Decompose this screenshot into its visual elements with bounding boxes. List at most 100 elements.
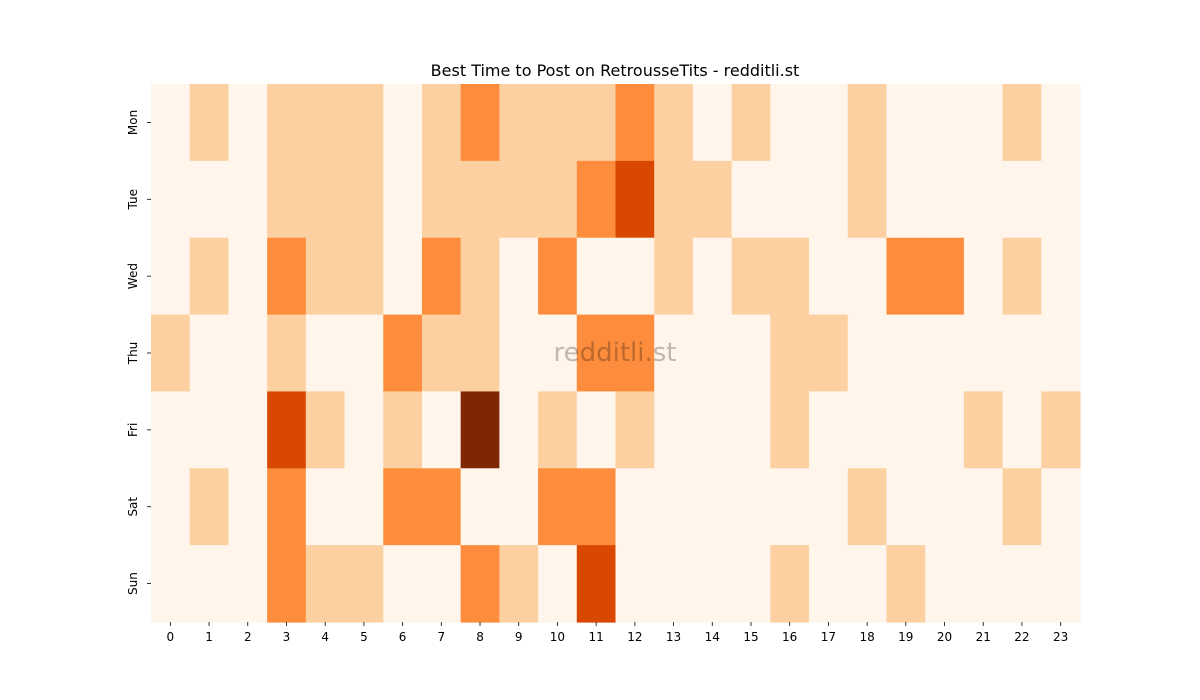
heatmap-cell-wed-2 — [228, 237, 268, 316]
heatmap-cell-mon-5 — [344, 84, 384, 162]
x-tick-label-20: 20 — [937, 630, 952, 644]
heatmap-cell-mon-3 — [267, 84, 307, 162]
x-tick-label-0: 0 — [167, 630, 175, 644]
heatmap-cell-tue-22 — [1002, 160, 1042, 239]
x-tick-label-2: 2 — [244, 630, 252, 644]
heatmap-cell-sat-4 — [305, 468, 346, 546]
y-tick-label-wed: Wed — [126, 263, 140, 289]
x-tick-label-7: 7 — [437, 630, 445, 644]
x-tick-label-15: 15 — [743, 630, 758, 644]
heatmap-cell-mon-18 — [847, 84, 888, 162]
heatmap-cell-fri-22 — [1002, 391, 1042, 469]
heatmap-cell-tue-7 — [421, 160, 462, 239]
heatmap-cell-wed-16 — [770, 237, 810, 316]
heatmap-cell-sat-23 — [1041, 468, 1081, 546]
heatmap-cell-thu-5 — [344, 314, 384, 393]
heatmap-cell-thu-14 — [692, 314, 733, 393]
heatmap-cell-sun-14 — [692, 545, 733, 623]
heatmap-cell-tue-0 — [151, 160, 191, 239]
heatmap-cell-sun-5 — [344, 545, 384, 623]
heatmap-cell-thu-13 — [654, 314, 694, 393]
heatmap-cell-thu-19 — [886, 314, 926, 393]
chart-title: Best Time to Post on RetrousseTits - red… — [431, 61, 800, 80]
heatmap-cell-fri-14 — [692, 391, 733, 469]
heatmap-cell-tue-19 — [886, 160, 926, 239]
x-tick-label-4: 4 — [321, 630, 329, 644]
heatmap-cell-sat-17 — [809, 468, 849, 546]
heatmap-cell-fri-16 — [770, 391, 810, 469]
heatmap-cell-fri-11 — [576, 391, 617, 469]
x-tick-label-8: 8 — [476, 630, 484, 644]
heatmap-cell-sat-11 — [576, 468, 617, 546]
heatmap-cell-fri-15 — [731, 391, 771, 469]
heatmap-cell-sun-12 — [615, 545, 655, 623]
heatmap-cell-sat-10 — [538, 468, 578, 546]
x-axis: 0 1 2 3 4 5 6 7 8 9 10 11 12 13 14 15 16 17 18 19 20 21 22 23 — [167, 622, 1068, 644]
heatmap-cell-tue-13 — [654, 160, 694, 239]
heatmap-cell-tue-4 — [305, 160, 346, 239]
heatmap-cell-mon-4 — [305, 84, 346, 162]
heatmap-cell-fri-20 — [925, 391, 965, 469]
heatmap-cell-mon-16 — [770, 84, 810, 162]
heatmap-cell-sat-21 — [963, 468, 1004, 546]
heatmap-cell-tue-11 — [576, 160, 617, 239]
y-tick-label-thu: Thu — [126, 342, 140, 366]
heatmap-cell-mon-14 — [692, 84, 733, 162]
heatmap-cell-fri-13 — [654, 391, 694, 469]
heatmap-cell-tue-10 — [538, 160, 578, 239]
heatmap-cell-tue-2 — [228, 160, 268, 239]
heatmap-cell-sun-0 — [151, 545, 191, 623]
heatmap-cell-sun-1 — [189, 545, 230, 623]
heatmap-cell-thu-12 — [615, 314, 655, 393]
y-tick-label-sun: Sun — [126, 572, 140, 595]
heatmap-cell-mon-10 — [538, 84, 578, 162]
heatmap-cell-wed-20 — [925, 237, 965, 316]
heatmap-cell-mon-9 — [499, 84, 539, 162]
x-tick-label-3: 3 — [283, 630, 291, 644]
x-tick-label-5: 5 — [360, 630, 368, 644]
y-tick-label-fri: Fri — [126, 423, 140, 437]
x-tick-label-10: 10 — [550, 630, 565, 644]
heatmap-cell-thu-7 — [421, 314, 462, 393]
heatmap-cell-sun-4 — [305, 545, 346, 623]
heatmap-cell-sat-2 — [228, 468, 268, 546]
heatmap-cell-wed-21 — [963, 237, 1004, 316]
heatmap-cell-wed-9 — [499, 237, 539, 316]
heatmap-cell-sun-23 — [1041, 545, 1081, 623]
y-tick-label-tue: Tue — [126, 189, 140, 211]
heatmap-cell-wed-11 — [576, 237, 617, 316]
heatmap-cell-mon-12 — [615, 84, 655, 162]
heatmap-cell-sat-9 — [499, 468, 539, 546]
heatmap-cell-wed-0 — [151, 237, 191, 316]
heatmap-cell-sat-13 — [654, 468, 694, 546]
heatmap-cell-fri-7 — [421, 391, 462, 469]
heatmap-cell-tue-23 — [1041, 160, 1081, 239]
heatmap-cell-sat-3 — [267, 468, 307, 546]
heatmap-cell-mon-22 — [1002, 84, 1042, 162]
heatmap-cell-tue-12 — [615, 160, 655, 239]
heatmap-cell-tue-15 — [731, 160, 771, 239]
heatmap-cell-thu-8 — [460, 314, 500, 393]
x-tick-label-12: 12 — [627, 630, 642, 644]
heatmap-cell-wed-6 — [383, 237, 423, 316]
x-tick-label-16: 16 — [782, 630, 797, 644]
heatmap-cell-sun-15 — [731, 545, 771, 623]
heatmap-cell-wed-4 — [305, 237, 346, 316]
heatmap-cell-mon-17 — [809, 84, 849, 162]
heatmap-cell-wed-14 — [692, 237, 733, 316]
heatmap-cell-sun-21 — [963, 545, 1004, 623]
heatmap-cell-sat-14 — [692, 468, 733, 546]
heatmap-cell-sun-8 — [460, 545, 500, 623]
heatmap-cell-wed-23 — [1041, 237, 1081, 316]
heatmap-cell-sun-16 — [770, 545, 810, 623]
heatmap-cell-sun-9 — [499, 545, 539, 623]
x-tick-label-9: 9 — [515, 630, 523, 644]
heatmap-cell-sun-20 — [925, 545, 965, 623]
y-axis: Mon Tue Wed Thu Fri Sat Sun — [126, 110, 151, 595]
heatmap-cell-tue-14 — [692, 160, 733, 239]
heatmap-cell-tue-16 — [770, 160, 810, 239]
heatmap-cell-sat-6 — [383, 468, 423, 546]
heatmap-cell-thu-15 — [731, 314, 771, 393]
heatmap-cell-thu-6 — [383, 314, 423, 393]
heatmap-cell-mon-2 — [228, 84, 268, 162]
